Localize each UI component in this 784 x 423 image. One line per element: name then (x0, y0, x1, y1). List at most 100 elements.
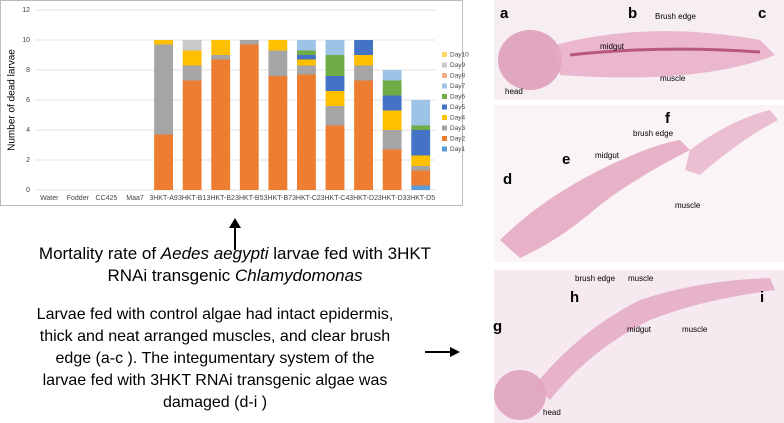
bar-segment (411, 170, 431, 186)
bar-segment (268, 50, 288, 76)
panel-label: muscle (675, 201, 701, 210)
x-tick-label: 3HKT-C2 (292, 195, 321, 202)
bar-segment (154, 40, 173, 45)
panel-label: brush edge (633, 129, 674, 138)
description-line: damaged (d-i ) (163, 394, 267, 411)
x-tick-label: 3HKT-C4 (321, 195, 350, 202)
panel-label: midgut (627, 325, 652, 334)
legend-swatch (442, 104, 447, 110)
arrow-head (450, 347, 460, 357)
bar-segment (182, 80, 202, 190)
legend-swatch (442, 94, 447, 99)
arrow-head (229, 218, 241, 228)
legend-swatch (442, 115, 447, 120)
description-line: edge (a-c ). The integumentary system of… (56, 350, 375, 367)
tissue (535, 278, 775, 400)
legend-swatch (442, 83, 447, 89)
panel-label: midgut (595, 151, 620, 160)
legend-label: Day5 (450, 104, 466, 111)
histology-panel (494, 105, 784, 262)
description-line: Larvae fed with control algae had intact… (37, 306, 394, 323)
tissue (569, 47, 761, 57)
bar-segment (297, 59, 316, 66)
tissue (494, 370, 546, 420)
panel-letter: d (503, 171, 512, 188)
legend-label: Day1 (450, 146, 466, 153)
bar-segment (325, 55, 345, 76)
x-tick-label: 3HKT-B7 (264, 195, 293, 202)
panel-label: brush edge (575, 274, 616, 283)
caption-line: RNAi transgenic Chlamydomonas (107, 266, 363, 285)
caption-text: RNAi transgenic (107, 266, 230, 285)
bar-segment (354, 55, 373, 66)
bar-segment (411, 125, 431, 130)
panel-label: muscle (628, 274, 654, 283)
legend-swatch (442, 52, 447, 57)
panel-letter: g (493, 318, 502, 335)
y-axis-title: Number of dead larvae (7, 49, 18, 151)
legend-label: Day7 (450, 83, 466, 90)
caption-line: Mortality rate of Aedes aegypti larvae f… (39, 244, 431, 263)
bar-segment (382, 130, 402, 150)
bar-segment (354, 40, 373, 55)
bar-segment (268, 76, 288, 190)
bar-segment (382, 80, 402, 96)
panel-letter: e (562, 151, 570, 168)
bar-segment (297, 55, 316, 60)
x-tick-label: 3HKT-A9 (149, 195, 178, 202)
panel-labels: a b c midgut Brush edge head muscle d e f midgut br… (493, 5, 766, 417)
description-line: larvae fed with 3HKT RNAi transgenic alg… (43, 372, 388, 389)
legend-label: Day8 (450, 73, 466, 80)
x-tick-label: 3HKT-B5 (235, 195, 264, 202)
legend-swatch (442, 73, 447, 78)
bar-segment (239, 40, 259, 45)
bar-segment (382, 149, 402, 190)
caption-text: Mortality rate of (39, 244, 156, 263)
bar-segment (297, 65, 316, 75)
bar-segment (325, 125, 345, 190)
bar-segment (211, 59, 231, 190)
caption-text: Chlamydomonas (235, 266, 363, 285)
legend-swatch (442, 146, 447, 152)
x-tick-label: 3HKT-B1 (178, 195, 207, 202)
y-tick-label: 0 (26, 187, 30, 194)
tissue (555, 31, 775, 78)
bar-segment (297, 74, 316, 190)
y-tick-label: 12 (22, 7, 30, 14)
y-tick-label: 6 (26, 97, 30, 104)
panel-label: muscle (660, 74, 686, 83)
y-tick-label: 4 (26, 127, 30, 134)
bar-segment (268, 40, 288, 51)
panel-letter: c (758, 5, 766, 22)
panel-label: head (505, 87, 523, 96)
x-tick-label: 3HKT-D3 (378, 195, 407, 202)
histology-panel (494, 0, 784, 100)
bar-segment (182, 40, 202, 51)
y-tick-label: 10 (22, 37, 30, 44)
bar-segment (297, 50, 316, 55)
bar-segment (382, 95, 402, 111)
bar-segment (239, 44, 259, 190)
tissue (685, 110, 778, 175)
legend-label: Day6 (450, 94, 466, 101)
bar-segment (211, 55, 231, 60)
bar-segment (382, 70, 402, 81)
x-tick-label: Water (40, 195, 59, 202)
tissue (498, 30, 562, 90)
bar-segment (411, 130, 431, 156)
legend-label: Day3 (450, 125, 466, 132)
y-tick-label: 8 (26, 67, 30, 74)
bar-segment (182, 65, 202, 81)
panel-letter: a (500, 5, 509, 22)
bar-segment (382, 110, 402, 130)
panel-label: midgut (600, 42, 625, 51)
bar-segment (411, 185, 431, 190)
x-tick-label: 3HKT-B2 (207, 195, 236, 202)
panel-letter: b (628, 5, 637, 22)
tissue (500, 140, 690, 258)
legend-label: Day9 (450, 62, 466, 69)
legend-label: Day4 (450, 115, 466, 122)
panel-label: head (543, 408, 561, 417)
bar-segment (325, 76, 345, 91)
